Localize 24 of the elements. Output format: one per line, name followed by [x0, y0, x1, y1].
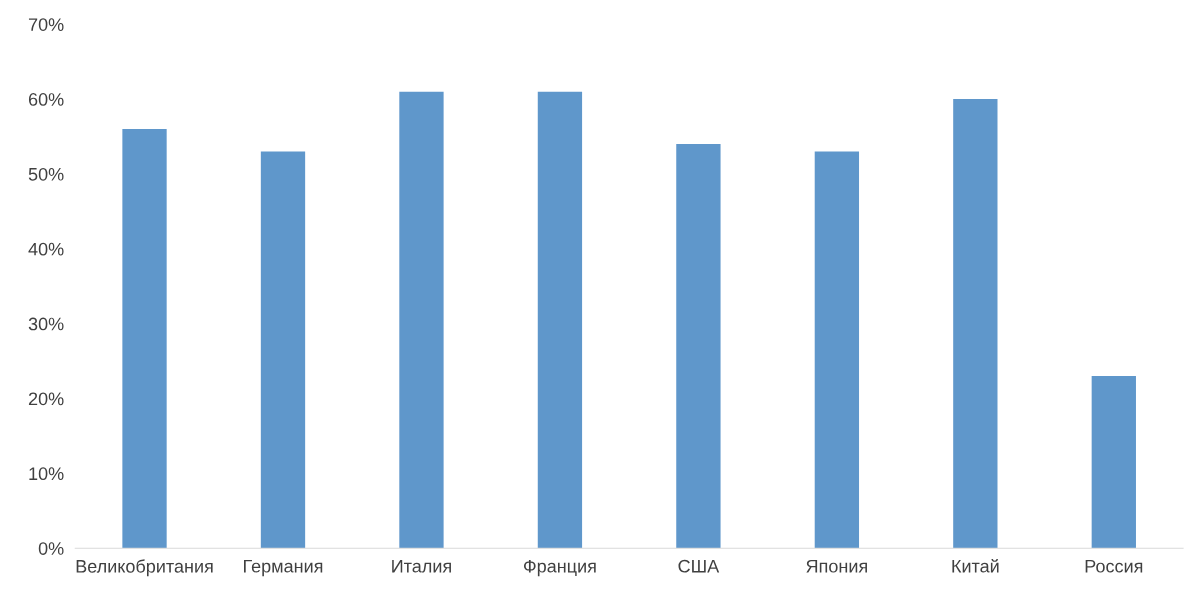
x-tick-label: Китай [952, 558, 999, 573]
x-tick-label: Германия [244, 559, 323, 577]
y-tick-label: 0% [38, 542, 64, 555]
bar [260, 151, 306, 549]
x-tick-label: Великобритания [76, 559, 213, 577]
y-tick-label: 30% [28, 317, 64, 331]
bar [537, 91, 583, 549]
bar [1091, 376, 1136, 549]
x-tick-label: Япония [806, 559, 867, 573]
x-tick-label: Франция [523, 559, 596, 577]
y-tick-label: 60% [28, 93, 64, 106]
x-tick-label: Италия [392, 559, 451, 573]
bar [399, 91, 444, 549]
y-tick-label: 40% [28, 242, 64, 256]
bar [122, 129, 167, 549]
bar [953, 99, 998, 549]
y-tick-label: 50% [28, 167, 64, 181]
bar [676, 144, 721, 549]
y-tick-label: 10% [29, 467, 64, 481]
x-tick-label: Россия [1085, 559, 1143, 573]
x-tick-label: США [678, 559, 720, 573]
bar [814, 151, 860, 549]
y-tick-label: 70% [28, 18, 64, 31]
y-tick-label: 20% [28, 392, 64, 406]
